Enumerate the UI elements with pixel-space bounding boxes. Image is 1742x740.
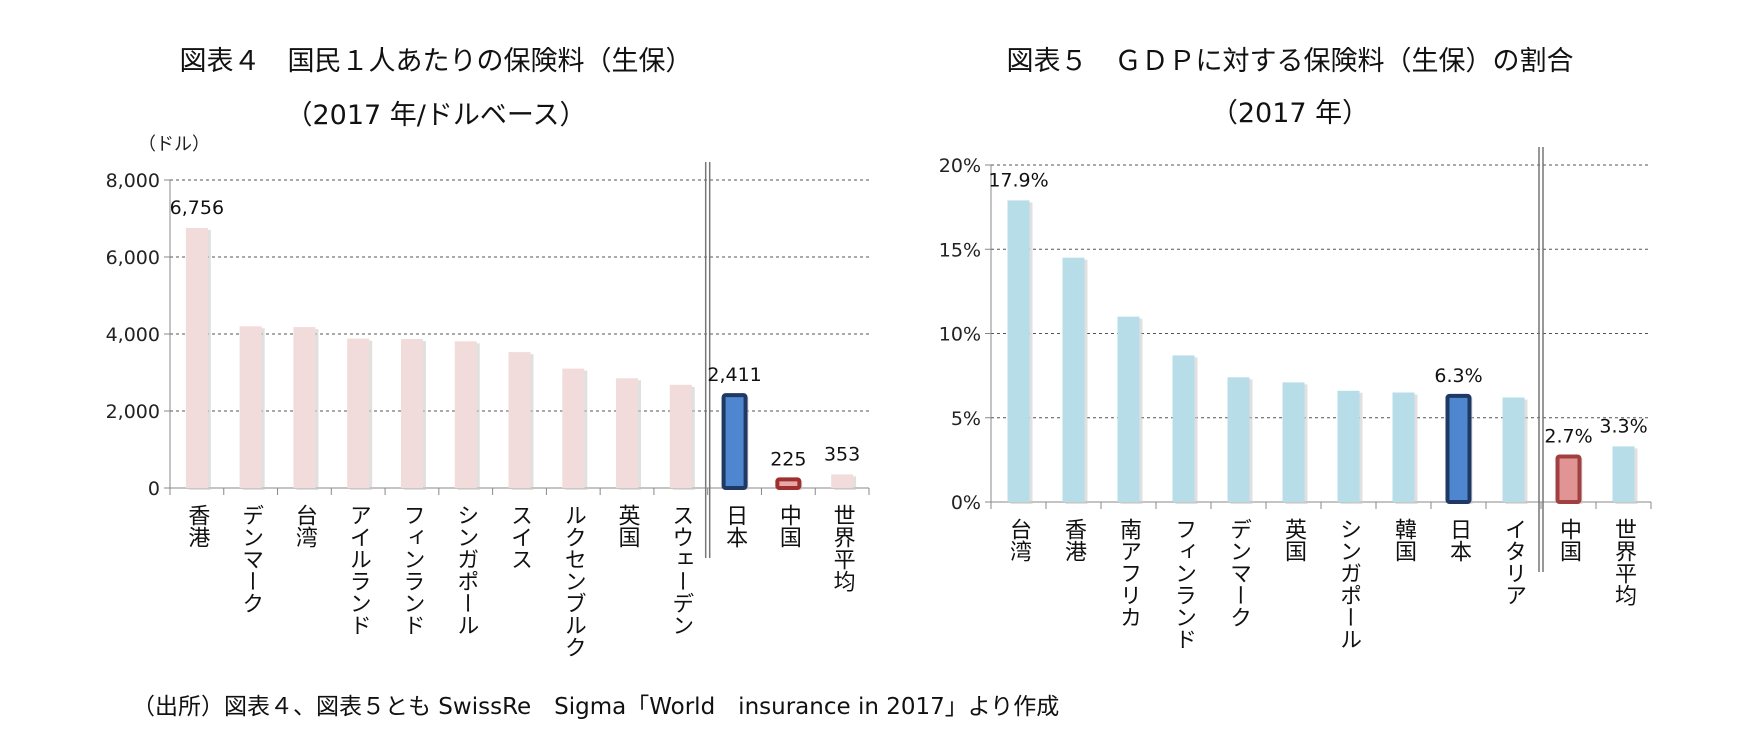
data-label: 2.7% <box>1544 426 1592 448</box>
bar <box>1392 392 1415 502</box>
y-tick-label: 0 <box>148 478 160 500</box>
chart1-title: 図表４ 国民１人あたりの保険料（生保） <box>180 46 693 77</box>
x-category-label: デンマーク <box>1226 518 1251 628</box>
bar-china <box>775 477 802 490</box>
y-tick-label: 10% <box>939 324 981 346</box>
bar <box>1172 355 1195 502</box>
chart2-plot: 0% 5% 10% 15% 20% 17.9% 台湾 香港 南アフリカ フィンランド デンマーク 英国… <box>939 147 1652 650</box>
bar <box>669 384 692 488</box>
x-category-label: 中国 <box>1556 518 1581 562</box>
data-label: 17.9% <box>988 169 1048 191</box>
data-label: 2,411 <box>707 364 761 386</box>
bar <box>1282 382 1305 502</box>
x-category-label: 台湾 <box>1006 518 1032 562</box>
bar <box>347 338 370 488</box>
bar-japan <box>1445 393 1472 504</box>
bar <box>616 378 639 488</box>
data-label: 225 <box>770 448 806 470</box>
bar <box>1612 446 1635 502</box>
chart1-plot: 0 2,000 4,000 6,000 8,000 6,756 香港 デンマーク 台湾 アイルラン… <box>106 162 870 658</box>
x-category-label: 世界平均 <box>1611 518 1637 606</box>
y-tick-label: 4,000 <box>106 324 160 346</box>
bar <box>831 474 854 488</box>
y-tick-label: 0% <box>951 492 981 514</box>
x-category-label: 日本 <box>722 504 748 548</box>
chart1-subtitle: （2017 年/ドルベース） <box>285 100 586 131</box>
x-category-label: 英国 <box>615 504 641 548</box>
data-label: 353 <box>824 443 860 465</box>
bar <box>400 339 423 488</box>
x-category-label: 日本 <box>1446 518 1472 562</box>
bar <box>1062 257 1085 502</box>
x-category-label: 世界平均 <box>830 504 856 592</box>
x-category-label: シンガポール <box>453 504 478 636</box>
chart2-subtitle: （2017 年） <box>1211 98 1369 129</box>
bar <box>1007 200 1030 502</box>
x-category-label: 台湾 <box>292 504 318 548</box>
x-category-label: 南アフリカ <box>1116 518 1141 628</box>
data-label: 3.3% <box>1599 415 1647 437</box>
bar <box>562 368 585 488</box>
bar <box>185 227 208 489</box>
y-tick-label: 5% <box>951 408 981 430</box>
bar <box>1117 316 1140 502</box>
x-category-label: スウェーデン <box>668 504 693 636</box>
x-category-label: 英国 <box>1281 518 1307 562</box>
y-tick-label: 6,000 <box>106 247 160 269</box>
bar-china <box>1555 454 1582 505</box>
bar <box>1337 390 1360 502</box>
bar <box>239 326 262 488</box>
x-category-label: イタリア <box>1501 518 1526 606</box>
x-category-label: 香港 <box>1061 518 1087 562</box>
bar <box>293 327 316 488</box>
bar <box>1227 377 1250 502</box>
x-category-label: デンマーク <box>238 504 263 614</box>
y-tick-label: 8,000 <box>106 170 160 192</box>
bar-japan <box>721 393 748 491</box>
data-label: 6,756 <box>170 197 224 219</box>
x-category-label: 香港 <box>184 504 210 548</box>
y-tick-label: 2,000 <box>106 401 160 423</box>
y-tick-label: 20% <box>939 155 981 177</box>
chart2-title: 図表５ ＧＤＰに対する保険料（生保）の割合 <box>1007 46 1574 77</box>
x-category-label: アイルランド <box>346 504 371 636</box>
x-category-label: 韓国 <box>1391 518 1417 562</box>
chart1-unit-label: （ドル） <box>138 134 210 155</box>
x-category-label: フィンランド <box>1171 518 1196 650</box>
data-label: 6.3% <box>1434 365 1482 387</box>
bar <box>508 352 531 488</box>
x-category-label: ルクセンブルク <box>561 504 586 658</box>
x-category-label: スイス <box>507 504 532 570</box>
x-category-label: 中国 <box>776 504 801 548</box>
footnote: （出所）図表４、図表５とも SwissRe Sigma「World insura… <box>132 694 1059 720</box>
y-tick-label: 15% <box>939 239 981 261</box>
bar <box>1502 397 1525 502</box>
x-category-label: フィンランド <box>399 504 424 636</box>
bar <box>454 341 477 488</box>
x-category-label: シンガポール <box>1336 518 1361 650</box>
